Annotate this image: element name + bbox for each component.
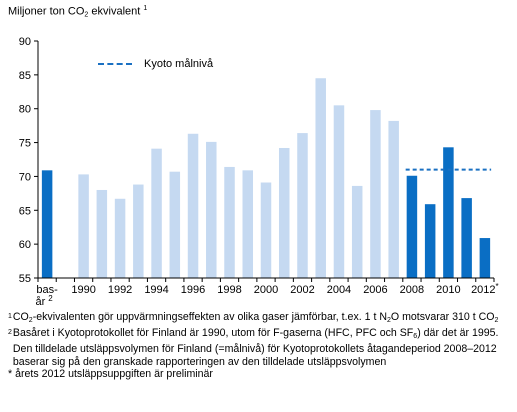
bar-1995 [169, 171, 181, 278]
bar-2011 [461, 198, 472, 278]
x-tick-label: 2008 [400, 284, 424, 296]
bar-base-year [41, 170, 53, 278]
y-tick-label: 60 [19, 239, 31, 251]
bar-1996 [187, 133, 199, 278]
bar-1997 [206, 141, 217, 278]
x-tick-label: 1990 [71, 284, 95, 296]
x-axis: bas-år 2 1990 1992 1994 1996 1998 2000 2002 2004 2… [36, 277, 499, 308]
y-tick-label: 75 [19, 138, 31, 150]
x-tick-label: 1994 [144, 284, 168, 296]
bar-1991 [96, 189, 108, 278]
legend-label: Kyoto målnivå [144, 58, 214, 70]
legend: Kyoto målnivå [98, 58, 213, 70]
y-axis: 55 60 65 70 75 80 85 90 [19, 36, 39, 285]
bar-2012 [479, 238, 491, 278]
bar-1999 [242, 170, 254, 278]
bar-2004 [333, 105, 345, 278]
bar-2003 [315, 78, 326, 279]
bar-1990 [78, 174, 89, 278]
y-axis-title: Miljoner ton CO2 ekvivalent 1 [8, 5, 148, 19]
x-tick-label: 1996 [181, 284, 205, 296]
footnote-3: * årets 2012 utsläppsuppgiften är prelim… [8, 367, 213, 380]
footnote-1: 1 CO2-ekvivalenten gör uppvärmningseffek… [8, 311, 499, 324]
bar-chart: 55 60 65 70 75 80 85 90 bas-år 2 1990 1992 1994 1996… [19, 36, 499, 308]
bar-1998 [224, 166, 235, 278]
footnote-2: 2 Basåret i Kyotoprotokollet för Finland… [8, 327, 499, 368]
bar-1992 [114, 198, 126, 278]
y-tick-label: 85 [19, 70, 31, 82]
y-tick-label: 90 [19, 36, 31, 48]
bar-2008 [406, 175, 418, 278]
bar-1994 [151, 148, 162, 278]
x-tick-label: 1992 [108, 284, 132, 296]
y-tick-label: 55 [19, 273, 31, 285]
y-tick-label: 70 [19, 171, 31, 183]
y-tick-label: 80 [19, 104, 31, 116]
x-tick-label-line2: år 2 [36, 294, 54, 308]
x-tick-label: 2012* [471, 282, 499, 296]
bar-2002 [297, 133, 308, 278]
bar-1993 [133, 184, 144, 278]
bar-2000 [260, 182, 272, 278]
bar-2005 [351, 185, 363, 278]
x-tick-label-sup: 2 [48, 294, 53, 303]
bar-2007 [388, 120, 399, 279]
bar-2001 [278, 147, 290, 278]
y-tick-label: 65 [19, 205, 31, 217]
x-tick-label: 1998 [217, 284, 241, 296]
x-tick-label: 2006 [363, 284, 387, 296]
footnotes: 1 CO2-ekvivalenten gör uppvärmningseffek… [8, 311, 513, 380]
x-tick-label: 2010 [436, 284, 460, 296]
bars [41, 78, 491, 279]
bar-2006 [370, 110, 381, 278]
x-tick-label-sup: * [496, 282, 499, 291]
bar-2010 [443, 147, 454, 278]
bar-2009 [424, 204, 436, 278]
x-tick-label: bas- [36, 284, 58, 296]
x-tick-label: 2000 [254, 284, 278, 296]
x-tick-label: 2004 [327, 284, 351, 296]
x-tick-label: 2002 [290, 284, 314, 296]
legend-dashed-line-swatch [98, 63, 132, 65]
